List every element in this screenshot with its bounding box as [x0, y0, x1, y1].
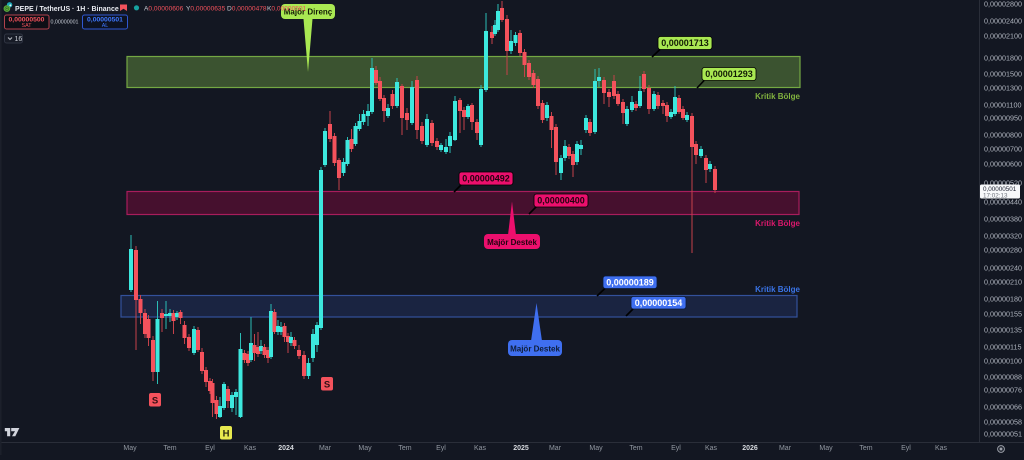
svg-text:0,00000800: 0,00000800: [984, 131, 1022, 140]
svg-text:16: 16: [15, 36, 23, 43]
svg-text:0,00001713: 0,00001713: [661, 38, 709, 48]
svg-text:PEPE / TetherUS · 1H · Binance: PEPE / TetherUS · 1H · Binance: [15, 6, 119, 13]
svg-text:S: S: [152, 396, 158, 407]
svg-text:0,00000380: 0,00000380: [984, 215, 1022, 224]
svg-text:0,00002800: 0,00002800: [984, 0, 1022, 9]
svg-text:17:02:13: 17:02:13: [983, 192, 1008, 199]
svg-text:0,00001100: 0,00001100: [984, 101, 1021, 110]
svg-text:Eyl: Eyl: [671, 445, 681, 452]
svg-text:Mar: Mar: [779, 445, 792, 452]
svg-text:Kas: Kas: [705, 445, 718, 452]
svg-text:0,00001500: 0,00001500: [984, 70, 1022, 79]
svg-text:Eyl: Eyl: [901, 445, 911, 452]
svg-text:0,00000135: 0,00000135: [984, 326, 1022, 335]
svg-text:0,00002400: 0,00002400: [984, 17, 1022, 26]
svg-text:2025: 2025: [513, 445, 529, 452]
svg-text:Mar: Mar: [319, 445, 332, 452]
svg-text:0,00002100: 0,00002100: [984, 32, 1022, 41]
svg-text:0,00000400: 0,00000400: [537, 196, 585, 206]
svg-text:Kas: Kas: [935, 445, 948, 452]
svg-text:H: H: [223, 429, 230, 440]
svg-text:Tem: Tem: [163, 445, 176, 452]
svg-text:0,00000115: 0,00000115: [984, 343, 1021, 352]
svg-text:0,00000240: 0,00000240: [984, 264, 1022, 273]
svg-text:2026: 2026: [742, 445, 758, 452]
svg-text:0,00000600: 0,00000600: [984, 160, 1022, 169]
svg-text:Tem: Tem: [398, 445, 411, 452]
svg-text:0,00000100: 0,00000100: [984, 357, 1022, 366]
svg-text:Majör Destek: Majör Destek: [510, 345, 560, 354]
svg-text:0,00001800: 0,00001800: [984, 54, 1022, 63]
svg-text:SAT: SAT: [22, 23, 33, 29]
svg-text:0,00000492: 0,00000492: [462, 174, 510, 184]
svg-text:0,00000154: 0,00000154: [635, 298, 683, 308]
svg-text:A0,00000606: A0,00000606: [144, 6, 184, 13]
svg-text:0,00000088: 0,00000088: [984, 373, 1022, 382]
svg-text:Kas: Kas: [244, 445, 257, 452]
svg-text:Kas: Kas: [474, 445, 487, 452]
svg-text:May: May: [123, 445, 137, 452]
svg-text:0,00000189: 0,00000189: [606, 277, 654, 287]
svg-text:0,00000180: 0,00000180: [984, 295, 1022, 304]
svg-text:S: S: [324, 380, 330, 391]
svg-text:Kritik Bölge: Kritik Bölge: [755, 285, 800, 294]
svg-text:May: May: [819, 445, 833, 452]
svg-text:0,00000066: 0,00000066: [984, 403, 1022, 412]
svg-text:0,00000700: 0,00000700: [984, 145, 1022, 154]
svg-text:Majör Direnç: Majör Direnç: [284, 8, 333, 17]
svg-text:0,00000155: 0,00000155: [984, 310, 1022, 319]
svg-text:0,00000440: 0,00000440: [984, 198, 1022, 207]
svg-text:0,00001293: 0,00001293: [705, 69, 753, 79]
svg-text:May: May: [589, 445, 603, 452]
svg-text:Mar: Mar: [549, 445, 562, 452]
svg-text:0,00000520: 0,00000520: [984, 179, 1022, 188]
svg-text:0,00000076: 0,00000076: [984, 386, 1022, 395]
svg-text:0,00000280: 0,00000280: [984, 246, 1022, 255]
svg-text:Kritik Bölge: Kritik Bölge: [755, 92, 800, 101]
svg-text:0,00000501: 0,00000501: [983, 186, 1017, 193]
svg-text:Tem: Tem: [859, 445, 872, 452]
svg-text:0,00000051: 0,00000051: [984, 430, 1022, 439]
svg-text:Eyl: Eyl: [205, 445, 215, 452]
svg-text:D0,00000478: D0,00000478: [227, 6, 267, 13]
svg-text:0,00001300: 0,00001300: [984, 84, 1022, 93]
svg-text:May: May: [358, 445, 372, 452]
svg-text:AL: AL: [102, 23, 109, 29]
svg-text:0,00000210: 0,00000210: [984, 278, 1022, 287]
svg-text:Majör Destek: Majör Destek: [487, 238, 537, 247]
svg-text:Y0,00000635: Y0,00000635: [186, 6, 226, 13]
svg-text:Tem: Tem: [629, 445, 642, 452]
svg-text:Kritik Bölge: Kritik Bölge: [755, 219, 800, 228]
svg-text:0,00000058: 0,00000058: [984, 418, 1022, 427]
svg-text:0,00000501: 0,00000501: [87, 17, 123, 24]
svg-text:Eyl: Eyl: [436, 445, 446, 452]
svg-text:0,00000320: 0,00000320: [984, 232, 1022, 241]
svg-text:0,00000950: 0,00000950: [984, 114, 1022, 123]
svg-text:K0,00000501: K0,00000501: [267, 6, 307, 13]
svg-text:0,00000001: 0,00000001: [51, 19, 79, 25]
svg-text:0,00000500: 0,00000500: [9, 17, 45, 24]
svg-text:2024: 2024: [278, 445, 294, 452]
